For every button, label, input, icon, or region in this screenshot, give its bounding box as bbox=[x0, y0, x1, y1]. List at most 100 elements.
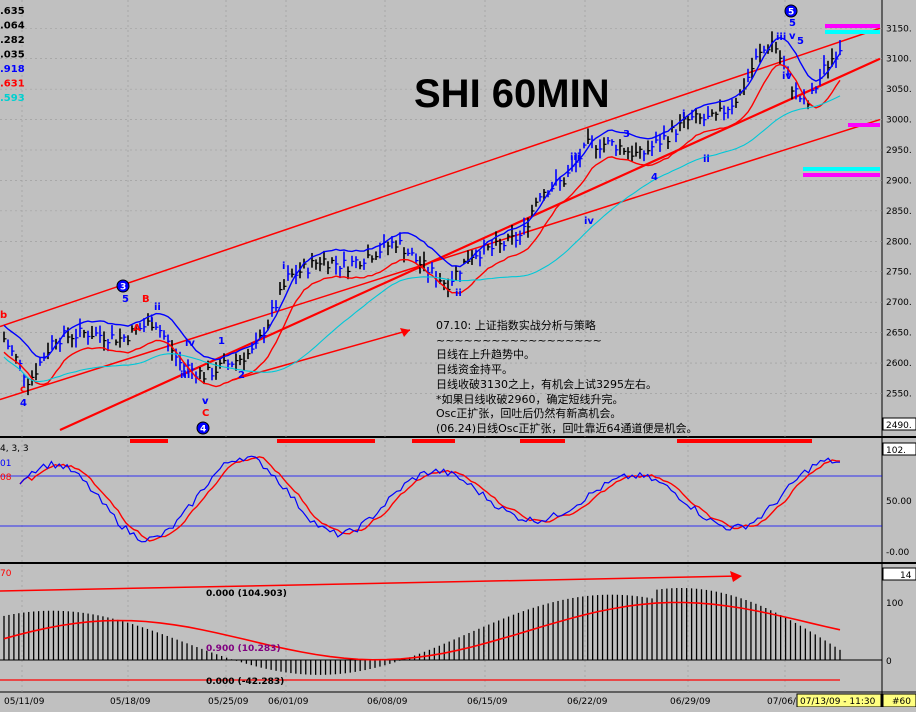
wave-label: v bbox=[202, 396, 209, 407]
target-marker bbox=[825, 30, 880, 34]
target-marker bbox=[803, 167, 880, 171]
price-tick-label: 2950. bbox=[886, 146, 912, 156]
chart-title: SHI 60MIN bbox=[414, 72, 610, 116]
circled-wave-label bbox=[116, 279, 130, 293]
grid-lines bbox=[0, 0, 882, 692]
osc-header: 4, 3, 3 bbox=[0, 444, 29, 454]
annotation-line-3: 日线收破3130之上，有机会上试3295左右。 bbox=[436, 377, 657, 391]
osc-panel bbox=[0, 441, 882, 561]
top-left-value: .593 bbox=[0, 93, 25, 104]
annotation-line-1: 日线在上升趋势中。 bbox=[436, 347, 535, 361]
x-tick-label: 05/11/09 bbox=[4, 697, 45, 707]
top-left-value: .918 bbox=[0, 64, 25, 75]
price-tick-label: 3100. bbox=[886, 55, 912, 65]
circled-wave-label bbox=[196, 421, 210, 435]
overbought-marker bbox=[130, 439, 168, 443]
price-axis bbox=[882, 0, 916, 435]
price-tick-label: 2600. bbox=[886, 359, 912, 369]
trendline-lower-thick bbox=[59, 57, 881, 432]
wave-label: iv bbox=[584, 216, 594, 227]
wave-label: ii bbox=[455, 288, 462, 299]
current-date: 07/13/09 - 11:30 bbox=[800, 697, 876, 707]
indicator-bands bbox=[3, 36, 841, 388]
x-tick-label: 05/25/09 bbox=[208, 697, 249, 707]
overbought-marker bbox=[277, 439, 375, 443]
x-tick-label: 05/18/09 bbox=[110, 697, 151, 707]
circled-wave-label bbox=[784, 4, 798, 18]
trendline bbox=[0, 27, 881, 328]
osc-axis-mid: 50.00 bbox=[886, 497, 912, 507]
x-tick-label: 06/15/09 bbox=[467, 697, 508, 707]
osc-axis-bottom: -0.00 bbox=[886, 548, 910, 558]
overbought-marker bbox=[677, 439, 812, 443]
last-price-box bbox=[882, 417, 916, 431]
circled-wave-text: 4 bbox=[200, 425, 206, 435]
macd-left: 70 bbox=[0, 569, 12, 579]
wave-label: B bbox=[142, 294, 150, 305]
wave-label: 5 bbox=[122, 294, 129, 305]
wave-label: iv bbox=[185, 338, 195, 349]
x-tick-label: 06/29/09 bbox=[670, 697, 711, 707]
moving-average bbox=[3, 95, 841, 383]
price-tick-label: 2900. bbox=[886, 176, 912, 186]
target-marker bbox=[825, 24, 880, 28]
wave-label: ii bbox=[154, 302, 161, 313]
macd-signal bbox=[3, 601, 841, 661]
wave-label: A bbox=[133, 323, 141, 334]
band-lower bbox=[3, 63, 841, 388]
osc-left-a: 01 bbox=[0, 459, 11, 469]
macd-axis-100: 100 bbox=[886, 599, 903, 609]
price-tick-label: 3000. bbox=[886, 116, 912, 126]
price-tick-label: 2650. bbox=[886, 329, 912, 339]
osc-axis-box bbox=[882, 442, 916, 456]
wave-label: 5 bbox=[797, 36, 804, 47]
price-tick-label: 2800. bbox=[886, 237, 912, 247]
wave-label: iii bbox=[570, 152, 580, 163]
stoch-k-line bbox=[19, 455, 840, 543]
price-bars bbox=[3, 31, 843, 396]
wave-label: c bbox=[20, 384, 26, 395]
price-tick-label: 3050. bbox=[886, 85, 912, 95]
top-left-value: .635 bbox=[0, 6, 25, 17]
macd-axis-0: 0 bbox=[886, 657, 892, 667]
circled-wave-text: 3 bbox=[120, 283, 126, 293]
overbought-marker bbox=[412, 439, 455, 443]
annotation-heading: 07.10: 上证指数实战分析与策略 bbox=[436, 318, 596, 332]
target-marker bbox=[803, 173, 880, 177]
osc-axis-top: 102. bbox=[886, 446, 906, 456]
annotation-line-6: (06.24)日线Osc正扩张，回吐靠近64通道便是机会。 bbox=[436, 421, 698, 435]
macd-label-high: 0.000 (104.903) bbox=[206, 589, 287, 599]
price-tick-label: 2850. bbox=[886, 207, 912, 217]
x-tick-label: 07/06/09 bbox=[767, 697, 808, 707]
top-left-value: .631 bbox=[0, 79, 25, 90]
macd-label-low: 0.000 (-42.283) bbox=[206, 677, 284, 687]
price-panel bbox=[0, 0, 882, 435]
top-left-value: .035 bbox=[0, 50, 25, 61]
channel-lines bbox=[0, 27, 881, 432]
macd-histogram bbox=[0, 571, 882, 681]
osc-left-b: 08 bbox=[0, 473, 12, 483]
wave-label: i bbox=[282, 261, 285, 272]
circled-wave-text: 5 bbox=[788, 8, 794, 18]
trendline bbox=[0, 118, 881, 401]
price-tick-label: 3150. bbox=[886, 24, 912, 34]
top-left-value: .064 bbox=[0, 21, 25, 32]
wave-label: 4 bbox=[20, 398, 27, 409]
target-marker bbox=[848, 123, 880, 127]
wave-label: i bbox=[682, 109, 685, 120]
stochastic-oscillator bbox=[19, 439, 841, 543]
wave-label: iv bbox=[782, 71, 792, 82]
wave-label: 4 bbox=[651, 172, 658, 183]
price-tick-label: 2750. bbox=[886, 268, 912, 278]
wave-label: 1 bbox=[218, 336, 225, 347]
axis-labels: 3150. 3100. 3050. 3000. 2950. 2900. 2850. 2800.… bbox=[0, 6, 912, 707]
price-tick-label: 2700. bbox=[886, 298, 912, 308]
wave-label: ii bbox=[703, 154, 710, 165]
wave-label: 3 bbox=[623, 129, 630, 140]
wave-label: b bbox=[0, 310, 7, 321]
price-tick-label: 2550. bbox=[886, 389, 912, 399]
wave-label: i bbox=[150, 314, 153, 325]
wave-label: iii bbox=[180, 370, 190, 381]
annotation-block: 07.10: 上证指数实战分析与策略 ~~~~~~~~~~~~~~~~~~ 日线… bbox=[436, 318, 698, 435]
